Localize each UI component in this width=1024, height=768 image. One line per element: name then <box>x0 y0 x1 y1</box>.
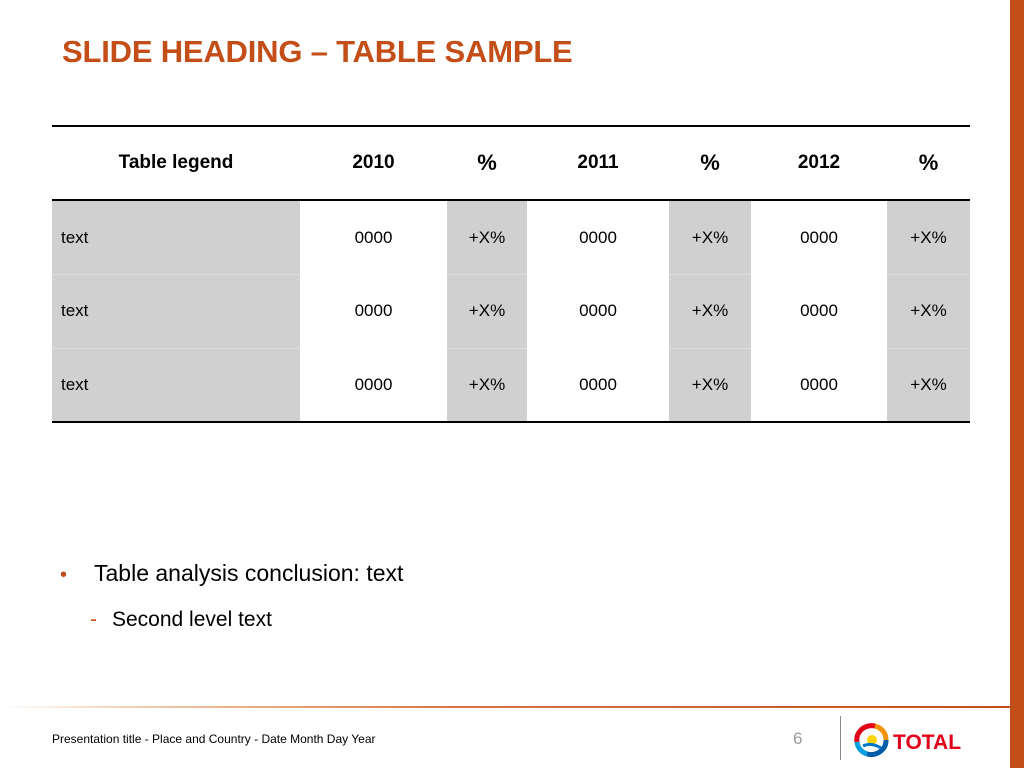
table-cell: 0000 <box>751 348 887 423</box>
header-legend: Table legend <box>52 125 300 201</box>
row-legend: text <box>52 274 300 348</box>
table-cell: +X% <box>669 348 751 423</box>
row-legend: text <box>52 348 300 423</box>
table-cell: 0000 <box>354 227 393 247</box>
logo-divider <box>840 716 841 760</box>
table-cell: 0000 <box>800 227 838 247</box>
footer-divider <box>0 706 1010 708</box>
table-cell: 0000 <box>354 301 393 320</box>
presentation-footer: Presentation title - Place and Country -… <box>52 732 376 746</box>
bullet-marker: - <box>90 608 97 631</box>
total-logo-text: TOTAL <box>893 731 961 754</box>
table-cell: +X% <box>447 200 527 274</box>
table-cell: 0000 <box>579 227 617 247</box>
bullet-marker: • <box>60 564 68 586</box>
row-legend: text <box>52 200 300 274</box>
table-row: text 0000 +X% 0000 +X% 0000 +X% <box>52 348 970 423</box>
table-cell: +X% <box>669 274 751 348</box>
bullet-level-1: • Table analysis conclusion: text <box>60 560 403 587</box>
bullet-text: Table analysis conclusion: text <box>94 560 404 586</box>
header-2011: 2011 <box>527 125 669 201</box>
table-cell: 0000 <box>300 348 447 423</box>
header-pct-2012: % <box>887 125 970 201</box>
table-row: text 0000 +X% 0000 +X% 0000 +X% <box>52 200 970 274</box>
table-cell: 0000 <box>800 301 838 320</box>
table-row: text 0000 +X% 0000 +X% 0000 +X% <box>52 274 970 348</box>
data-table: Table legend 2010 % 2011 % 2012 % text 0… <box>52 125 970 423</box>
table-cell: +X% <box>887 348 970 423</box>
header-2012: 2012 <box>751 125 887 201</box>
bullet-text: Second level text <box>112 608 272 631</box>
slide-heading: SLIDE HEADING – TABLE SAMPLE <box>62 34 573 69</box>
table-cell: 0000 <box>579 301 617 320</box>
table-cell: +X% <box>887 274 970 348</box>
table-cell: +X% <box>887 200 970 274</box>
total-logo-icon <box>854 723 889 757</box>
table-cell: +X% <box>669 200 751 274</box>
bullet-level-2: - Second level text <box>90 608 272 632</box>
table-cell: +X% <box>447 348 527 423</box>
table-cell: 0000 <box>527 348 669 423</box>
right-accent-bar <box>1010 0 1024 768</box>
total-logo: TOTAL <box>854 723 961 757</box>
page-number: 6 <box>793 729 803 748</box>
table-cell: +X% <box>447 274 527 348</box>
header-pct-2010: % <box>447 125 527 201</box>
header-pct-2011: % <box>669 125 751 201</box>
table-header-row: Table legend 2010 % 2011 % 2012 % <box>52 125 970 201</box>
header-2010: 2010 <box>300 125 447 201</box>
